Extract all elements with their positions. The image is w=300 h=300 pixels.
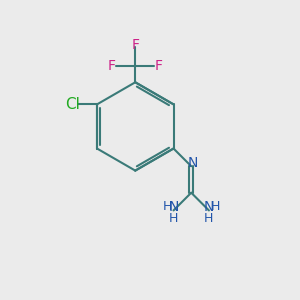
Text: H: H	[162, 200, 172, 212]
Text: H: H	[169, 212, 178, 225]
Text: F: F	[131, 38, 139, 52]
Text: F: F	[155, 59, 163, 73]
Text: F: F	[108, 59, 116, 73]
Text: Cl: Cl	[65, 97, 80, 112]
Text: H: H	[204, 212, 214, 225]
Text: N: N	[188, 156, 198, 170]
Text: H: H	[211, 200, 220, 212]
Text: N: N	[168, 200, 179, 214]
Text: N: N	[204, 200, 214, 214]
